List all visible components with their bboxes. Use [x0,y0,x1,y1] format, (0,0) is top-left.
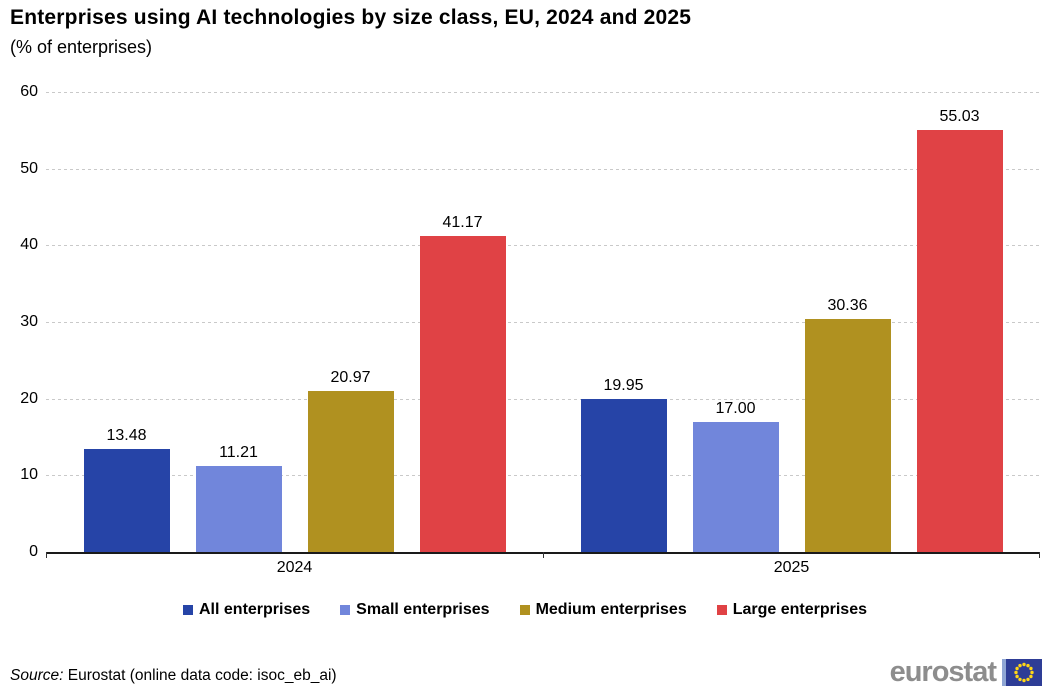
legend-label: Small enterprises [356,601,490,618]
eurostat-logo-text: eurostat [889,656,997,688]
bar-value-label: 20.97 [330,369,371,387]
legend-swatch [183,605,193,615]
legend-item-large-enterprises: Large enterprises [716,601,867,619]
legend-swatch [716,605,727,615]
bar-value-label: 19.95 [603,377,644,395]
legend-item-medium-enterprises: Medium enterprises [519,601,687,619]
gridline-50 [46,168,1040,170]
legend: All enterprises Small enterprises Medium e… [0,601,1050,619]
plot-area: 13.48 11.21 20.97 41.17 19.95 17.00 30.36 55.03 [46,92,1040,558]
bar-all-enterprises-2024: 13.48 [83,427,170,552]
x-axis-tick [1039,552,1040,558]
x-axis-category-label: 2024 [276,559,313,576]
x-axis-category-label: 2025 [773,559,810,576]
y-axis-tick-label: 30 [20,313,38,330]
eu-flag-icon [1002,659,1042,686]
bar-value-label: 13.48 [106,426,147,444]
y-axis-tick-label: 20 [20,389,38,407]
bar-group-2025: 19.95 17.00 30.36 55.03 [543,92,1040,552]
bar-group-2024: 13.48 11.21 20.97 41.17 [46,92,543,552]
y-axis-tick-label: 60 [20,83,38,100]
chart-subtitle: (% of enterprises) [10,37,153,57]
gridline-20 [46,398,1040,400]
gridline-10 [46,475,1040,477]
bar-value-label: 41.17 [442,214,483,232]
legend-item-all-enterprises: All enterprises [183,601,310,619]
y-axis-tick-label: 40 [20,236,38,254]
legend-label: Large enterprises [732,601,867,618]
legend-swatch [340,605,351,615]
y-axis-tick-label: 50 [20,159,38,177]
gridline-30 [46,322,1040,323]
chart-title: Enterprises using AI technologies by siz… [10,6,692,29]
legend-item-small-enterprises: Small enterprises [340,601,490,619]
bar-medium-enterprises-2024: 20.97 [307,369,394,552]
y-axis-tick-label: 0 [29,543,38,560]
bar-all-enterprises-2025: 19.95 [580,377,667,552]
gridline-40 [46,245,1040,247]
legend-label: All enterprises [199,601,311,618]
bar-large-enterprises-2024: 41.17 [419,214,506,552]
source-text: Eurostat (online data code: isoc_eb_ai) [67,667,337,684]
bar-large-enterprises-2025: 55.03 [916,108,1003,552]
bar-value-label: 30.36 [827,297,868,315]
bar-value-label: 55.03 [939,108,980,126]
source-prefix: Source: [10,667,64,684]
eurostat-logo: eurostat [890,658,1042,687]
bar-medium-enterprises-2025: 30.36 [804,297,891,552]
bar-value-label: 11.21 [219,444,258,462]
y-axis-tick-label: 10 [20,466,38,484]
legend-swatch [519,605,530,615]
bar-value-label: 17.00 [715,399,756,417]
source-note: Source: Eurostat (online data code: isoc… [10,667,337,685]
legend-label: Medium enterprises [535,601,687,618]
x-axis-tick [46,552,47,558]
x-axis-tick [543,552,544,558]
gridline-60 [46,92,1040,93]
bar-small-enterprises-2024: 11.21 [195,444,282,552]
bar-small-enterprises-2025: 17.00 [692,400,779,552]
